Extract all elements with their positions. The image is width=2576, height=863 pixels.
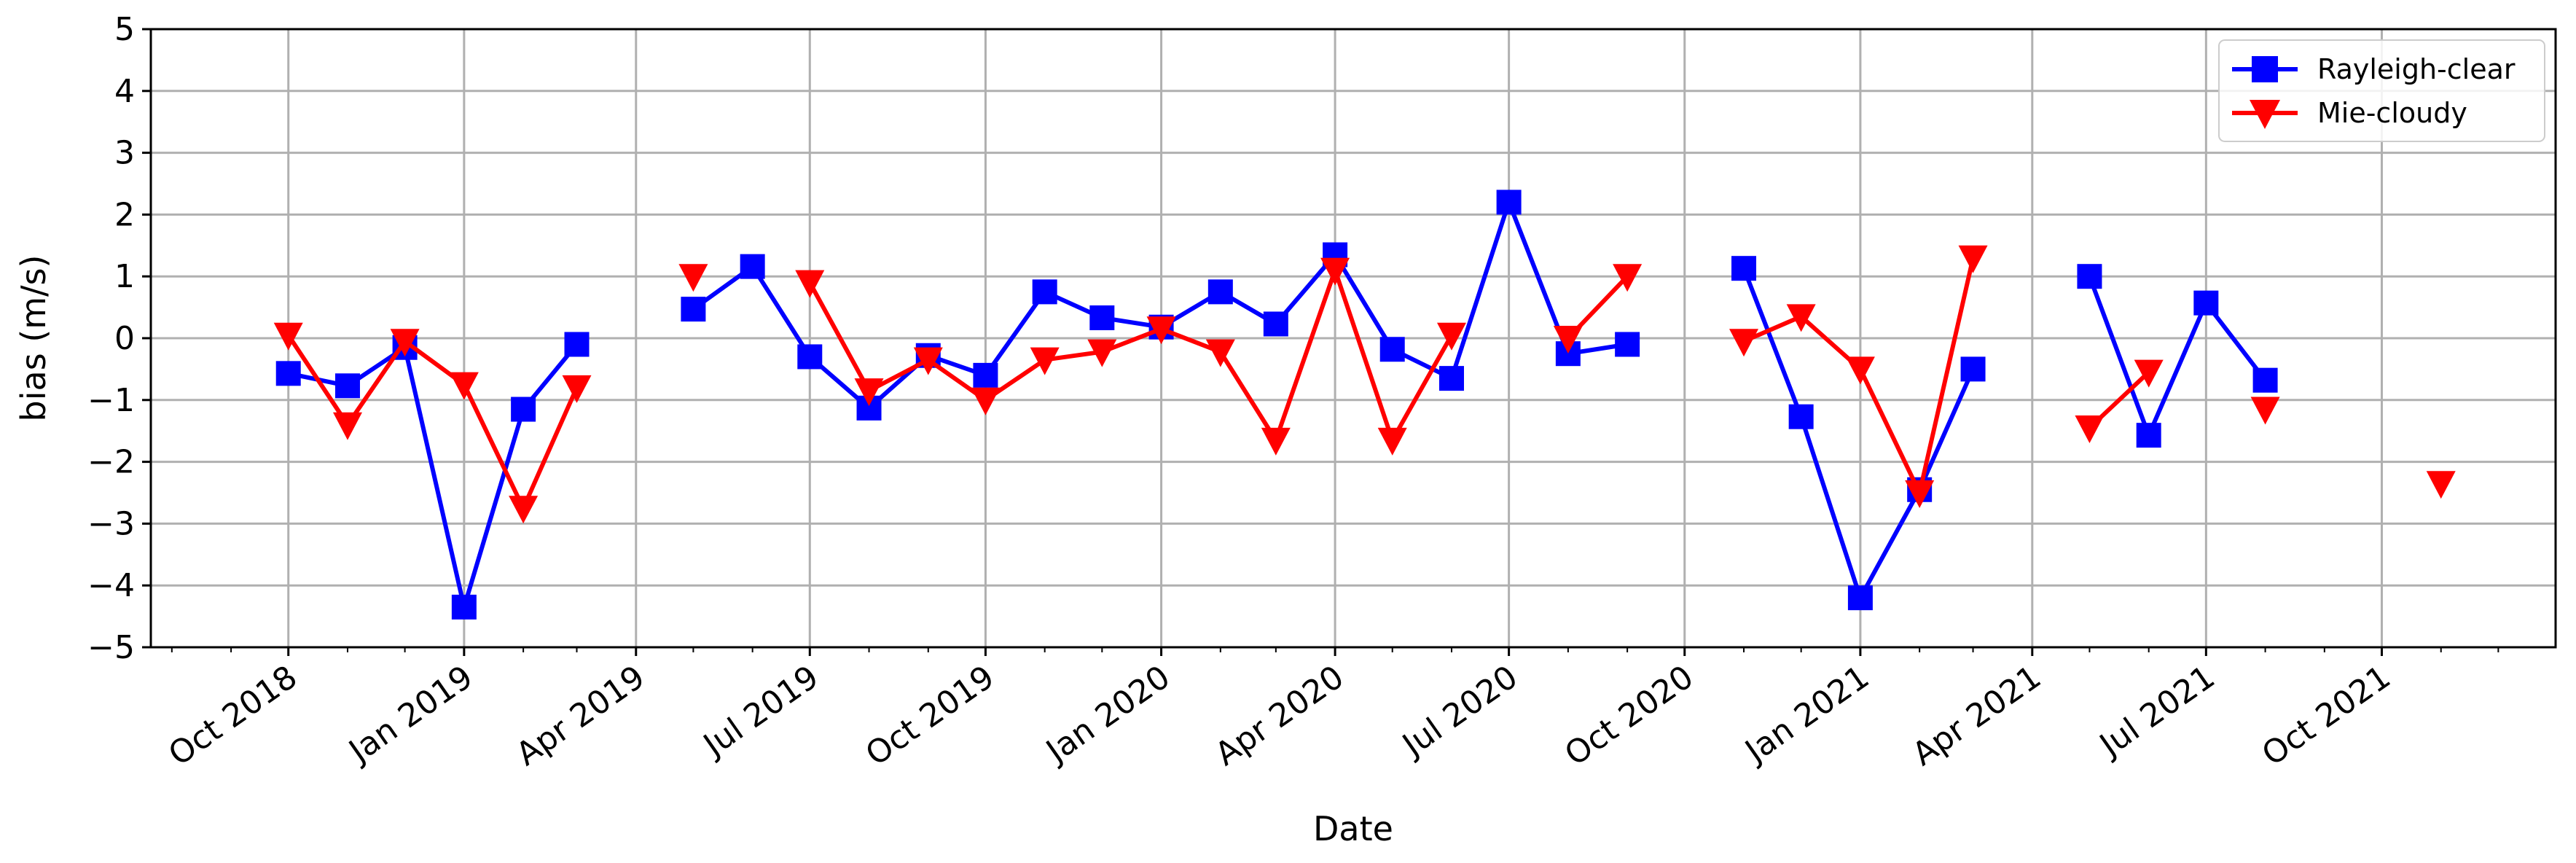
y-tick-label: 4 (114, 73, 135, 110)
data-point-mie-cloudy (562, 375, 592, 403)
data-point-mie-cloudy (1436, 322, 1466, 351)
data-point-rayleigh-clear (2193, 290, 2219, 316)
series-line-rayleigh-clear (1742, 268, 1976, 601)
series-line-mie-cloudy (286, 334, 579, 511)
x-tick-label: Oct 2018 (162, 658, 304, 773)
data-point-mie-cloudy (795, 270, 825, 298)
data-point-rayleigh-clear (511, 397, 536, 422)
x-tick-label: Jan 2020 (1038, 658, 1176, 771)
data-point-mie-cloudy (2075, 415, 2105, 443)
series-mie-cloudy (273, 245, 2456, 524)
data-point-mie-cloudy (390, 329, 420, 357)
data-point-mie-cloudy (332, 412, 362, 440)
series-line-rayleigh-clear (2087, 276, 2267, 438)
data-point-rayleigh-clear (1847, 585, 1873, 611)
x-tick-label: Oct 2021 (2255, 658, 2397, 773)
data-point-rayleigh-clear (334, 373, 360, 399)
x-tick-label: Jul 2020 (1395, 658, 1524, 765)
data-point-rayleigh-clear (1438, 366, 1464, 391)
data-point-mie-cloudy (1845, 356, 1875, 385)
x-tick-label: Jul 2019 (695, 658, 825, 765)
data-point-rayleigh-clear (1089, 305, 1115, 331)
data-point-rayleigh-clear (1496, 190, 1522, 215)
data-point-mie-cloudy (1613, 264, 1643, 292)
data-point-mie-cloudy (1377, 427, 1407, 456)
data-point-mie-cloudy (1553, 326, 1583, 354)
series-line-rayleigh-clear (288, 343, 579, 609)
data-point-mie-cloudy (273, 322, 303, 351)
x-tick-label: Oct 2019 (859, 658, 1001, 773)
data-point-rayleigh-clear (2077, 264, 2102, 289)
data-point-rayleigh-clear (797, 344, 823, 370)
data-point-rayleigh-clear (1731, 256, 1757, 281)
legend-marker-square (2252, 56, 2278, 82)
data-point-rayleigh-clear (1207, 279, 1233, 305)
data-point-rayleigh-clear (681, 297, 706, 322)
data-point-mie-cloudy (1030, 347, 1060, 375)
x-tick-label: Apr 2019 (509, 658, 651, 773)
data-point-mie-cloudy (1958, 245, 1988, 273)
series-layer (273, 190, 2456, 620)
legend-label-rayleigh: Rayleigh-clear (2317, 53, 2516, 85)
data-point-mie-cloudy (1087, 339, 1117, 367)
series-rayleigh-clear (275, 190, 2278, 620)
legend-marker-triangle (2250, 100, 2280, 129)
y-tick-label: 1 (114, 258, 135, 295)
x-tick-label: Apr 2020 (1209, 658, 1351, 773)
data-point-rayleigh-clear (1379, 337, 1405, 362)
y-tick-label: 0 (114, 320, 135, 357)
data-point-rayleigh-clear (564, 332, 590, 357)
legend-label-mie: Mie-cloudy (2317, 97, 2467, 129)
x-tick-label: Jan 2021 (1737, 658, 1876, 771)
legend-frame (2218, 39, 2545, 142)
y-tick-label: −2 (87, 444, 135, 481)
data-point-rayleigh-clear (1788, 404, 1814, 429)
y-tick-label: 5 (114, 11, 135, 48)
data-point-mie-cloudy (2134, 359, 2164, 388)
y-tick-label: −3 (87, 505, 135, 542)
data-point-rayleigh-clear (2136, 423, 2161, 448)
data-point-mie-cloudy (1261, 427, 1291, 456)
data-point-mie-cloudy (1146, 316, 1176, 345)
data-point-rayleigh-clear (2252, 367, 2278, 393)
y-tick-label: −4 (87, 567, 135, 604)
data-point-mie-cloudy (2250, 397, 2280, 425)
grid-lines (151, 28, 2556, 649)
data-point-rayleigh-clear (740, 254, 765, 279)
data-point-rayleigh-clear (973, 362, 998, 388)
data-point-mie-cloudy (1729, 329, 1759, 357)
data-point-mie-cloudy (1786, 304, 1816, 332)
data-point-rayleigh-clear (275, 361, 301, 386)
y-tick-label: −1 (87, 382, 135, 419)
x-axis-title: Date (1313, 809, 1393, 848)
data-point-mie-cloudy (1205, 339, 1235, 367)
data-point-mie-cloudy (971, 387, 1001, 415)
data-point-mie-cloudy (1320, 257, 1350, 286)
data-point-mie-cloudy (509, 496, 539, 524)
data-point-mie-cloudy (678, 264, 708, 292)
series-line-mie-cloudy (807, 268, 1454, 442)
data-point-mie-cloudy (449, 372, 479, 400)
y-axis-title: bias (m/s) (14, 255, 53, 422)
data-point-rayleigh-clear (1032, 279, 1057, 305)
y-tick-label: 2 (114, 196, 135, 233)
data-point-mie-cloudy (2426, 471, 2456, 499)
data-point-rayleigh-clear (1263, 311, 1288, 337)
x-tick-label: Apr 2021 (1906, 658, 2048, 773)
y-tick-label: −5 (87, 629, 135, 666)
data-point-rayleigh-clear (1960, 356, 1986, 382)
legend: Rayleigh-clear Mie-cloudy (2218, 39, 2545, 142)
data-point-mie-cloudy (1905, 480, 1935, 508)
data-point-rayleigh-clear (451, 594, 477, 620)
data-point-rayleigh-clear (1615, 332, 1640, 357)
x-tick-label: Jul 2021 (2091, 658, 2221, 765)
y-tick-label: 3 (114, 135, 135, 172)
x-tick-label: Jan 2019 (341, 658, 479, 771)
x-tick-label: Oct 2020 (1558, 658, 1700, 773)
data-point-mie-cloudy (913, 347, 943, 375)
data-point-mie-cloudy (854, 378, 884, 407)
